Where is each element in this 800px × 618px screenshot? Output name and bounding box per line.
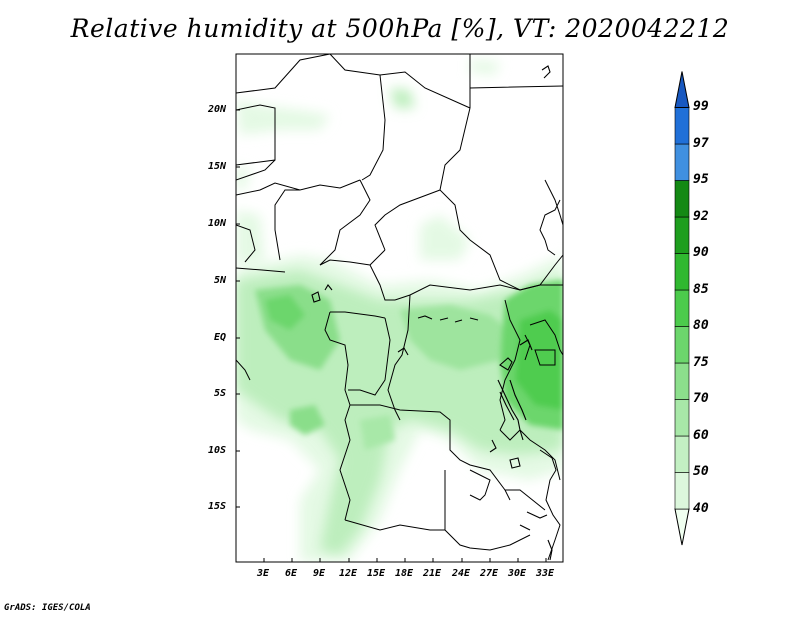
map-frame — [235, 53, 564, 563]
lat-label-10s: 10S — [208, 445, 227, 456]
lon-label-24e: 24E — [452, 568, 471, 579]
lat-label-5s: 5S — [214, 388, 227, 399]
colorbar-segment — [674, 216, 690, 254]
colorbar-label-80: 80 — [693, 318, 709, 333]
lon-label-12e: 12E — [339, 568, 358, 579]
lon-label-15e: 15E — [367, 568, 386, 579]
lon-label-6e: 6E — [285, 568, 298, 579]
colorbar-label-85: 85 — [693, 282, 709, 297]
lat-label-20n: 20N — [208, 104, 227, 115]
colorbar-segment — [674, 362, 690, 400]
lat-label-10n: 10N — [208, 218, 227, 229]
colorbar-segment — [674, 399, 690, 437]
colorbar-label-99: 99 — [693, 99, 709, 114]
map-title: Relative humidity at 500hPa [%], VT: 202… — [70, 14, 730, 43]
colorbar-segment — [674, 143, 690, 181]
lat-label-15n: 15N — [208, 161, 227, 172]
colorbar-segment — [674, 472, 690, 510]
lon-label-18e: 18E — [395, 568, 414, 579]
lon-label-9e: 9E — [313, 568, 326, 579]
colorbar-segment — [674, 289, 690, 327]
colorbar-label-90: 90 — [693, 245, 709, 260]
colorbar-over-arrow — [674, 71, 690, 108]
colorbar-label-70: 70 — [693, 391, 709, 406]
colorbar-segment — [674, 180, 690, 218]
colorbar-segment — [674, 326, 690, 364]
colorbar-label-97: 97 — [693, 136, 709, 151]
colorbar-segment — [674, 107, 690, 145]
colorbar-under-arrow — [674, 508, 690, 546]
axis-ticks — [236, 109, 547, 562]
humidity-80-85-region — [265, 280, 563, 430]
colorbar-label-95: 95 — [693, 172, 709, 187]
humidity-75-80-region — [255, 285, 510, 450]
country-borders — [236, 54, 563, 561]
colorbar-label-40: 40 — [693, 501, 709, 516]
lon-label-33e: 33E — [536, 568, 555, 579]
grads-credit: GrADS: IGES/COLA — [4, 603, 91, 613]
colorbar-label-75: 75 — [693, 355, 709, 370]
lat-label-15s: 15S — [208, 501, 227, 512]
colorbar-label-60: 60 — [693, 428, 709, 443]
colorbar-label-50: 50 — [693, 464, 709, 479]
lon-label-3e: 3E — [257, 568, 270, 579]
humidity-field — [236, 60, 563, 562]
lon-label-30e: 30E — [508, 568, 527, 579]
lon-label-27e: 27E — [480, 568, 499, 579]
lakes-coastlines — [311, 65, 553, 561]
lon-label-21e: 21E — [423, 568, 442, 579]
lat-label-5n: 5N — [214, 275, 227, 286]
colorbar — [674, 71, 690, 546]
lat-label-eq: EQ — [214, 332, 227, 343]
colorbar-label-92: 92 — [693, 209, 709, 224]
colorbar-segment — [674, 253, 690, 291]
colorbar-segment — [674, 435, 690, 473]
